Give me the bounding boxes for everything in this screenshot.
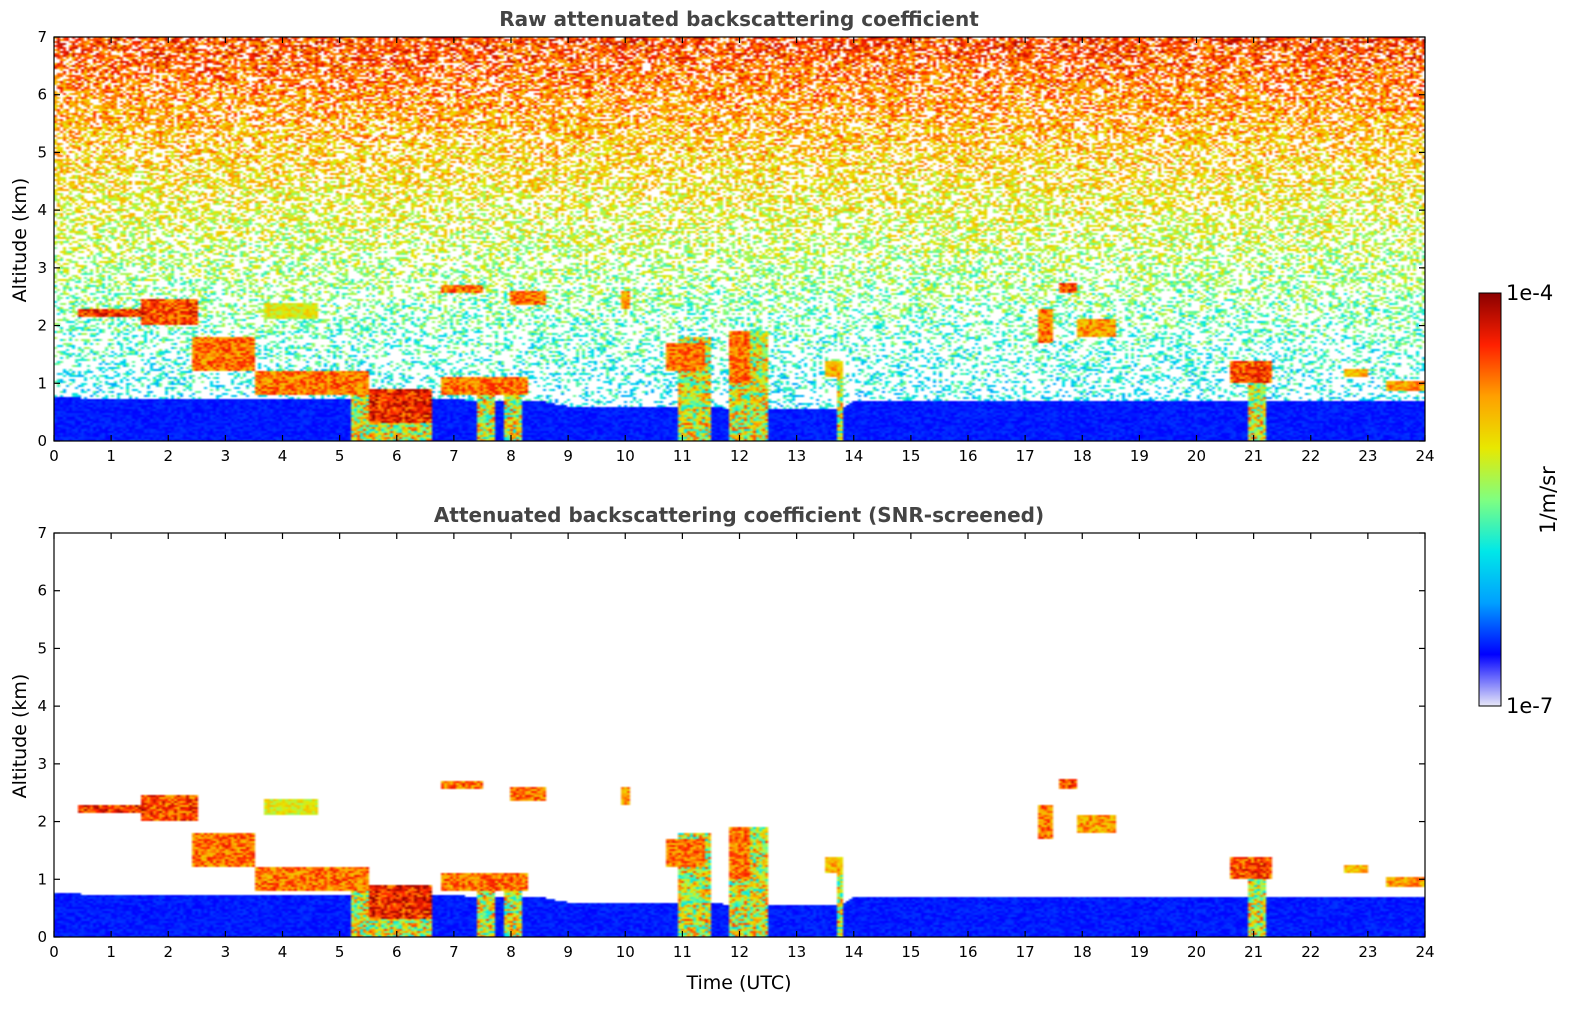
x-tick-label: 15	[901, 447, 920, 465]
x-tick-label: 23	[1358, 447, 1377, 465]
y-tick-label: 3	[37, 259, 47, 277]
x-tick-label: 9	[563, 943, 573, 961]
panel-raw-title: Raw attenuated backscattering coefficien…	[499, 7, 979, 31]
y-tick-label: 0	[37, 928, 47, 946]
x-tick-label: 6	[392, 447, 402, 465]
x-tick-label: 7	[449, 943, 459, 961]
panel-raw-y-ticks: 0 1 2 3 4 5 6 7	[37, 28, 1425, 450]
y-tick-label: 2	[37, 813, 47, 831]
x-tick-label: 24	[1415, 943, 1434, 961]
x-tick-label: 24	[1415, 447, 1434, 465]
panel-screened-x-axis-label: Time (UTC)	[685, 972, 791, 994]
x-tick-label: 12	[730, 943, 749, 961]
x-tick-label: 14	[844, 943, 863, 961]
x-tick-label: 3	[221, 447, 231, 465]
x-tick-label: 1	[106, 943, 116, 961]
x-tick-label: 7	[449, 447, 459, 465]
x-tick-label: 20	[1187, 447, 1206, 465]
panel-raw-y-axis-label: Altitude (km)	[9, 178, 31, 303]
x-tick-label: 2	[163, 943, 173, 961]
x-tick-label: 17	[1016, 447, 1035, 465]
y-tick-label: 4	[37, 201, 47, 219]
y-tick-label: 7	[37, 524, 47, 542]
x-tick-label: 20	[1187, 943, 1206, 961]
x-tick-label: 4	[278, 943, 288, 961]
x-tick-label: 6	[392, 943, 402, 961]
x-tick-label: 11	[673, 447, 692, 465]
panel-raw-heatmap	[54, 37, 1425, 441]
colorbar-max-label: 1e-4	[1506, 281, 1553, 305]
panel-screened-y-axis-label: Altitude (km)	[9, 674, 31, 799]
colorbar-gradient	[1478, 292, 1502, 707]
x-tick-label: 8	[506, 943, 516, 961]
x-tick-label: 2	[163, 447, 173, 465]
x-tick-label: 11	[673, 943, 692, 961]
x-tick-label: 13	[787, 943, 806, 961]
x-tick-label: 19	[1130, 943, 1149, 961]
colorbar-unit-label: 1/m/sr	[1536, 466, 1560, 534]
y-tick-label: 5	[37, 639, 47, 657]
x-tick-label: 12	[730, 447, 749, 465]
x-tick-label: 0	[49, 943, 59, 961]
x-tick-label: 10	[616, 447, 635, 465]
x-tick-label: 17	[1016, 943, 1035, 961]
panel-screened-y-ticks: 0 1 2 3 4 5 6 7	[37, 524, 1425, 946]
x-tick-label: 19	[1130, 447, 1149, 465]
x-tick-label: 4	[278, 447, 288, 465]
y-tick-label: 4	[37, 697, 47, 715]
x-tick-label: 1	[106, 447, 116, 465]
y-tick-label: 1	[37, 374, 47, 392]
y-tick-label: 5	[37, 143, 47, 161]
panel-raw-x-ticks: 0 1 2 3 4 5 6 7 8 9 10 11 12 13 14 15 16 17 18 19 20 21 22 23 24	[49, 37, 1435, 465]
x-tick-label: 22	[1301, 447, 1320, 465]
panel-raw: Raw attenuated backscattering coefficien…	[9, 7, 1435, 465]
x-tick-label: 10	[616, 943, 635, 961]
x-tick-label: 8	[506, 447, 516, 465]
x-tick-label: 21	[1244, 447, 1263, 465]
x-tick-label: 5	[335, 447, 345, 465]
x-tick-label: 16	[958, 943, 977, 961]
panel-screened-x-ticks: 0 1 2 3 4 5 6 7 8 9 10 11 12 13 14 15 16 17 18 19 20 21 22 23 24	[49, 533, 1435, 961]
panel-screened-heatmap	[54, 533, 1425, 937]
panel-screened: Attenuated backscattering coefficient (S…	[9, 503, 1435, 994]
x-tick-label: 15	[901, 943, 920, 961]
x-tick-label: 16	[958, 447, 977, 465]
x-tick-label: 5	[335, 943, 345, 961]
x-tick-label: 22	[1301, 943, 1320, 961]
y-tick-label: 0	[37, 432, 47, 450]
y-tick-label: 7	[37, 28, 47, 46]
x-tick-label: 14	[844, 447, 863, 465]
y-tick-label: 6	[37, 86, 47, 104]
x-tick-label: 3	[221, 943, 231, 961]
colorbar: 1e-4 1e-7 1/m/sr	[1478, 281, 1560, 718]
y-tick-label: 1	[37, 870, 47, 888]
x-tick-label: 9	[563, 447, 573, 465]
y-tick-label: 2	[37, 317, 47, 335]
x-tick-label: 21	[1244, 943, 1263, 961]
colorbar-min-label: 1e-7	[1506, 694, 1553, 718]
x-tick-label: 13	[787, 447, 806, 465]
x-tick-label: 0	[49, 447, 59, 465]
x-tick-label: 18	[1073, 447, 1092, 465]
y-tick-label: 6	[37, 582, 47, 600]
y-tick-label: 3	[37, 755, 47, 773]
x-tick-label: 18	[1073, 943, 1092, 961]
x-tick-label: 23	[1358, 943, 1377, 961]
panel-screened-title: Attenuated backscattering coefficient (S…	[434, 503, 1044, 527]
